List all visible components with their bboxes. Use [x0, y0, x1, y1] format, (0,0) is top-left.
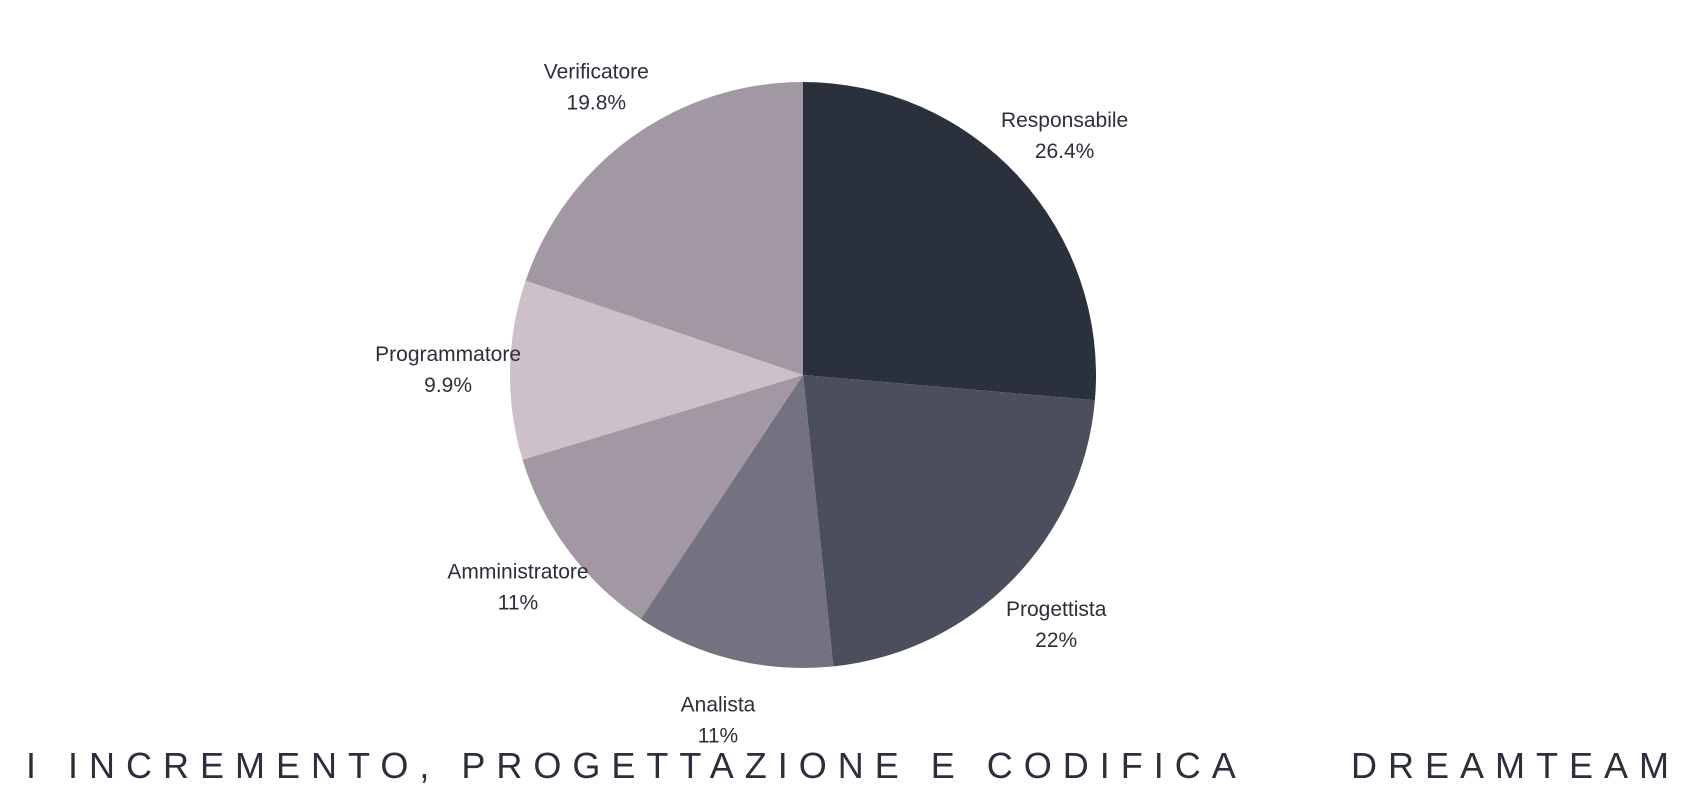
slice-value-verificatore: 19.8% — [567, 91, 627, 114]
slice-value-analista: 11% — [698, 725, 738, 748]
pie-slice-programmatore — [509, 280, 803, 460]
slice-value-progettista: 22% — [1035, 629, 1077, 652]
pie-chart: Responsabile 26.4% Progettista 22% Analista 1… — [375, 60, 1128, 748]
slice-value-responsabile: 26.4% — [1035, 140, 1095, 163]
footer-section-title: I INCREMENTO, PROGETTAZIONE E CODIFICA — [26, 745, 1247, 786]
slice-label-analista: Analista — [681, 694, 756, 717]
pie-slice-verificatore — [525, 82, 803, 375]
slice-label-amministratore: Amministratore — [447, 561, 588, 584]
slice-label-programmatore: Programmatore — [375, 343, 521, 366]
slice-value-amministratore: 11% — [498, 592, 538, 615]
slice-label-verificatore: Verificatore — [544, 60, 649, 83]
footer-team-name: DREAMTEAM — [1350, 745, 1680, 786]
slice-value-programmatore: 9.9% — [424, 374, 472, 397]
slice-label-progettista: Progettista — [1006, 598, 1107, 621]
pie-slice-responsabile — [803, 82, 1097, 401]
pie-slice-amministratore — [522, 375, 803, 619]
slice-label-responsabile: Responsabile — [1001, 109, 1128, 132]
pie-slice-analista — [640, 375, 834, 668]
pie-slice-progettista — [803, 375, 1095, 667]
